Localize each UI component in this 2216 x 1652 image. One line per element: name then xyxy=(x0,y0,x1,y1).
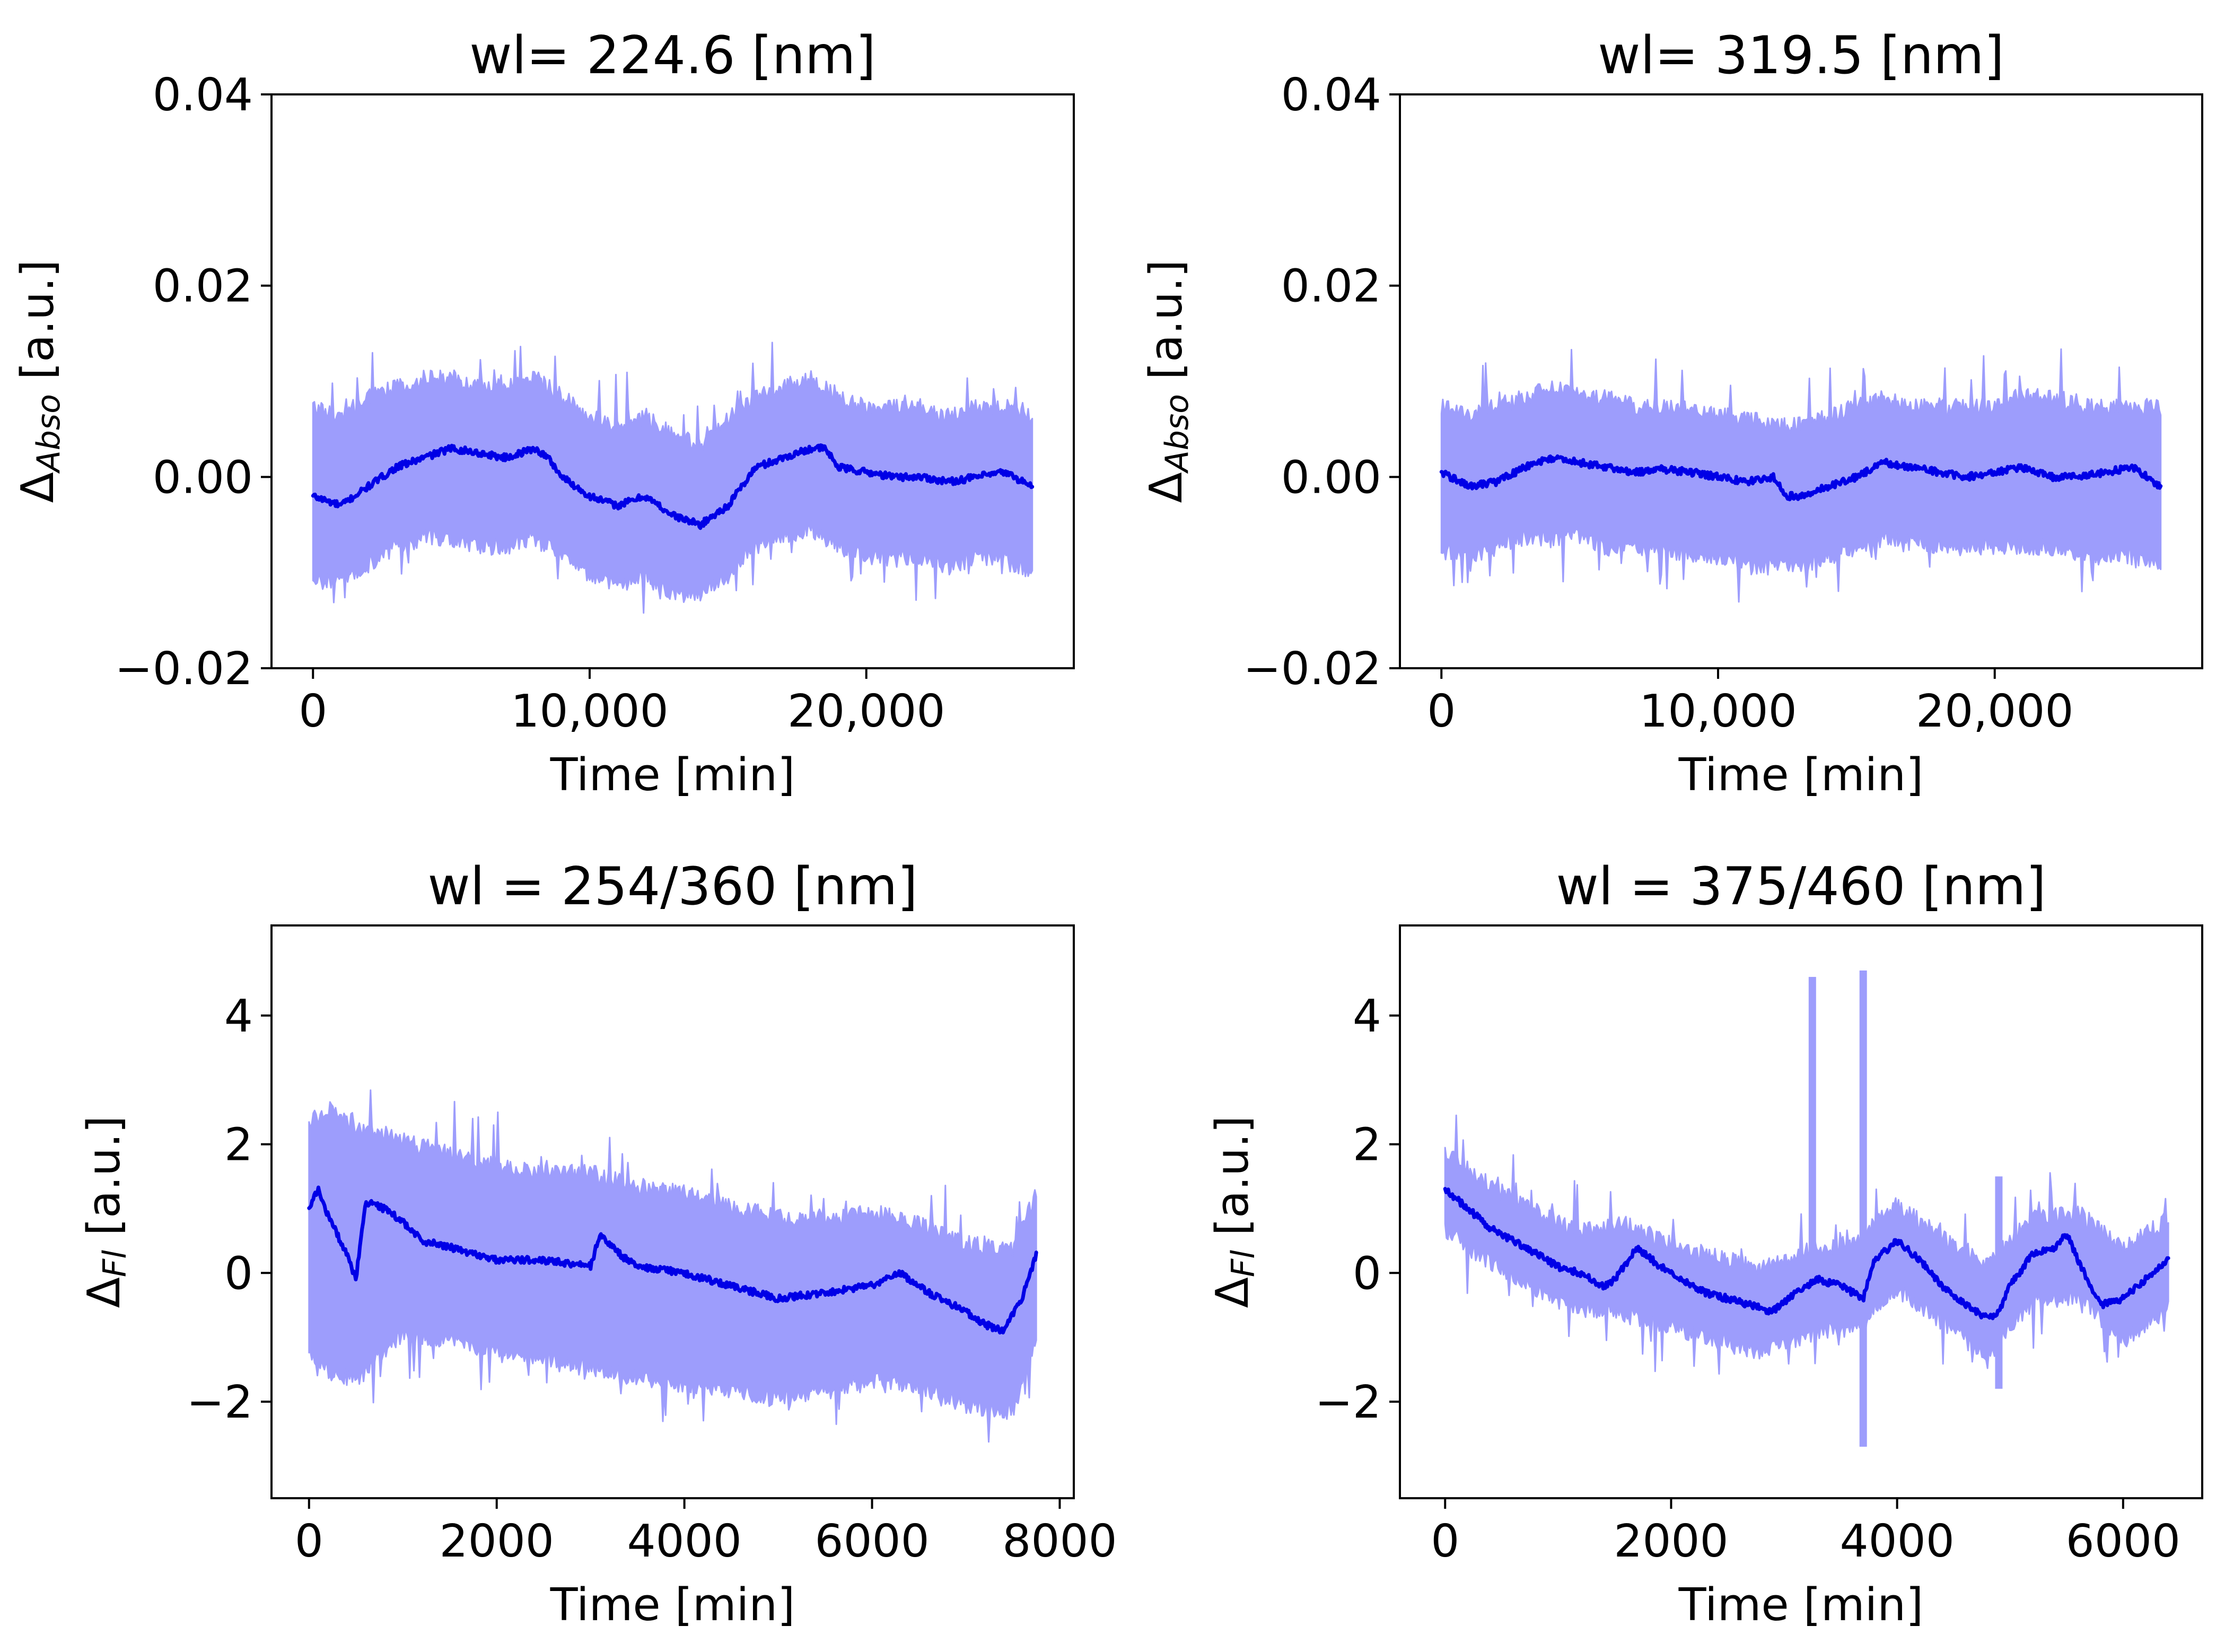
x-ticks: 0 2000 4000 6000 xyxy=(1431,1498,2180,1568)
chart-title: wl = 254/360 [nm] xyxy=(427,856,917,917)
x-tick-label: 6000 xyxy=(2066,1515,2180,1568)
x-tick-label: 4000 xyxy=(627,1515,741,1568)
y-axis-label: ΔFl [a.u.] xyxy=(78,1116,133,1308)
x-tick-label: 10,000 xyxy=(511,685,668,738)
x-tick-label: 6000 xyxy=(814,1515,929,1568)
y-label-sub: Abso xyxy=(30,394,67,474)
chart-title: wl = 375/460 [nm] xyxy=(1556,856,2046,917)
spike xyxy=(1808,977,1816,1312)
y-axis-label: ΔAbso [a.u.] xyxy=(12,260,67,503)
y-label-sub: Fl xyxy=(1225,1250,1262,1278)
y-label-sub: Fl xyxy=(97,1250,134,1278)
band-area xyxy=(312,342,1033,614)
x-ticks: 0 10,000 20,000 xyxy=(299,668,945,738)
band-area xyxy=(1440,348,2162,603)
y-label-unit: [a.u.] xyxy=(78,1116,130,1250)
y-tick-label: 0.02 xyxy=(153,260,253,313)
y-tick-label: 2 xyxy=(1353,1119,1381,1172)
x-tick-label: 2000 xyxy=(1614,1515,1728,1568)
mean-line xyxy=(1439,454,2163,502)
chart-title: wl= 319.5 [nm] xyxy=(1598,25,2004,86)
y-tick-label: −0.02 xyxy=(1243,643,1381,695)
mean-line-path xyxy=(1439,454,2163,502)
x-tick-label: 10,000 xyxy=(1639,685,1797,738)
y-ticks: −2 0 2 4 xyxy=(187,990,271,1429)
mean-line xyxy=(1443,1187,2170,1321)
panel-375-460nm: 0 2000 4000 6000 −2 0 2 4 wl = 375/460 [nm] Ti… xyxy=(1206,856,2203,1631)
x-tick-label: 0 xyxy=(1431,1515,1459,1568)
spike xyxy=(1859,970,1867,1447)
band-area xyxy=(1444,970,2169,1447)
x-tick-label: 4000 xyxy=(1840,1515,1954,1568)
x-tick-label: 20,000 xyxy=(787,685,945,738)
band-envelope xyxy=(1440,348,2162,603)
y-tick-label: −2 xyxy=(187,1376,253,1429)
band-envelope xyxy=(1444,1114,2169,1375)
y-ticks: −0.02 0.00 0.02 0.04 xyxy=(115,69,271,695)
y-tick-label: 0 xyxy=(1353,1247,1381,1300)
y-label-main: Δ xyxy=(1206,1277,1259,1308)
mean-line xyxy=(307,1185,1038,1335)
mean-line-path xyxy=(311,443,1035,530)
chart-title: wl= 224.6 [nm] xyxy=(469,25,875,86)
y-label-unit: [a.u.] xyxy=(12,260,64,394)
spike xyxy=(1995,1176,2003,1389)
plot-frame xyxy=(1399,924,2203,1499)
plot-frame xyxy=(270,924,1075,1499)
panel-254-360nm: 0 2000 4000 6000 8000 −2 0 2 4 wl = 254/360 [nm… xyxy=(78,856,1117,1631)
y-tick-label: 2 xyxy=(224,1119,253,1172)
band-envelope xyxy=(308,1089,1037,1443)
y-tick-label: 4 xyxy=(1353,990,1381,1043)
y-tick-label: −0.02 xyxy=(115,643,253,695)
mean-line xyxy=(311,443,1035,530)
plot-frame xyxy=(270,93,1075,669)
y-tick-label: 0 xyxy=(224,1247,253,1300)
y-tick-label: 0.00 xyxy=(153,451,253,504)
y-tick-label: −2 xyxy=(1315,1376,1381,1429)
band-envelope xyxy=(312,342,1033,614)
x-axis-label: Time [min] xyxy=(550,1579,795,1631)
y-label-main: Δ xyxy=(78,1277,130,1308)
mean-line-path xyxy=(307,1185,1038,1335)
x-tick-label: 0 xyxy=(295,1515,323,1568)
y-label-main: Δ xyxy=(12,472,64,503)
x-axis-label: Time [min] xyxy=(1678,749,1924,801)
x-tick-label: 8000 xyxy=(1002,1515,1117,1568)
x-tick-label: 0 xyxy=(299,685,327,738)
y-tick-label: 0.04 xyxy=(153,69,253,121)
x-axis-label: Time [min] xyxy=(550,749,795,801)
x-ticks: 0 2000 4000 6000 8000 xyxy=(295,1498,1117,1568)
x-tick-label: 2000 xyxy=(440,1515,554,1568)
y-label-sub: Abso xyxy=(1159,394,1196,474)
y-axis-label: ΔFl [a.u.] xyxy=(1206,1116,1262,1308)
y-tick-label: 0.04 xyxy=(1281,69,1381,121)
x-tick-label: 0 xyxy=(1427,685,1456,738)
plot-frame xyxy=(1399,93,2203,669)
y-ticks: −2 0 2 4 xyxy=(1315,990,1400,1429)
x-tick-label: 20,000 xyxy=(1916,685,2073,738)
y-label-main: Δ xyxy=(1140,472,1193,503)
y-tick-label: 0.00 xyxy=(1281,451,1381,504)
y-ticks: −0.02 0.00 0.02 0.04 xyxy=(1243,69,1400,695)
mean-line-path xyxy=(1443,1187,2170,1321)
y-tick-label: 4 xyxy=(224,990,253,1043)
x-axis-label: Time [min] xyxy=(1678,1579,1924,1631)
band-area xyxy=(308,1089,1037,1443)
y-axis-label: ΔAbso [a.u.] xyxy=(1140,260,1195,503)
panel-319-5nm: 0 10,000 20,000 −0.02 0.00 0.02 0.04 wl= 319.… xyxy=(1140,25,2203,801)
panel-224-6nm: 0 10,000 20,000 −0.02 0.00 0.02 0.04 wl= 224.… xyxy=(12,25,1075,801)
x-ticks: 0 10,000 20,000 xyxy=(1427,668,2073,738)
y-label-unit: [a.u.] xyxy=(1140,260,1193,394)
y-label-unit: [a.u.] xyxy=(1206,1116,1259,1250)
y-tick-label: 0.02 xyxy=(1281,260,1381,313)
